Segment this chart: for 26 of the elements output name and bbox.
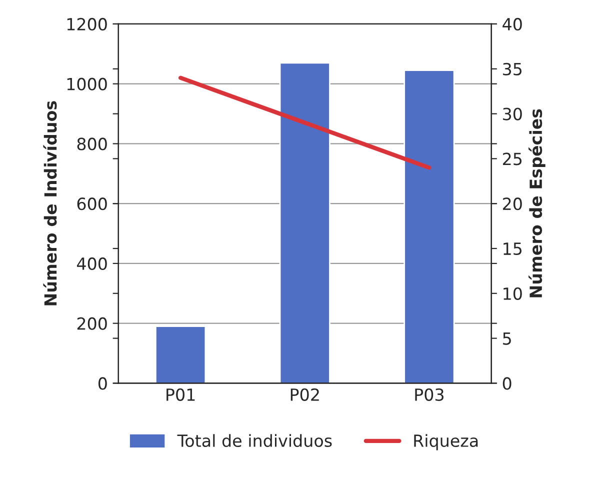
y2-tick-label: 15 [504, 242, 522, 256]
y2-axis-title: Número de Espécies [528, 109, 546, 298]
x-tick-label: P02 [290, 388, 319, 401]
y-tick-label: 200 [77, 317, 107, 330]
y-tick-label: 0 [98, 377, 107, 390]
bar [404, 70, 455, 384]
bar [155, 326, 206, 384]
y-tick-label: 800 [77, 138, 107, 150]
legend-label: Total de individuos [177, 434, 332, 448]
bar [279, 62, 330, 384]
y2-tick-label: 20 [503, 198, 522, 210]
y-tick-label: 400 [76, 257, 107, 270]
x-tick-label: P03 [415, 388, 444, 401]
y-axis-title: Número de Indivíduos [43, 101, 57, 306]
x-tick-label: P01 [166, 388, 195, 401]
y2-tick-label: 10 [504, 287, 522, 300]
y-tick-label: 1200 [67, 18, 107, 31]
y2-tick-label: 5 [503, 332, 511, 345]
y2-tick-label: 25 [503, 152, 522, 166]
y2-tick-label: 30 [503, 108, 522, 120]
legend-label: Riqueza [414, 434, 478, 450]
y2-tick-label: 35 [503, 62, 522, 76]
y-tick-label: 600 [77, 198, 107, 210]
y-tick-label: 1000 [67, 78, 107, 90]
y2-tick-label: 0 [502, 377, 512, 390]
y2-tick-label: 40 [502, 18, 522, 31]
